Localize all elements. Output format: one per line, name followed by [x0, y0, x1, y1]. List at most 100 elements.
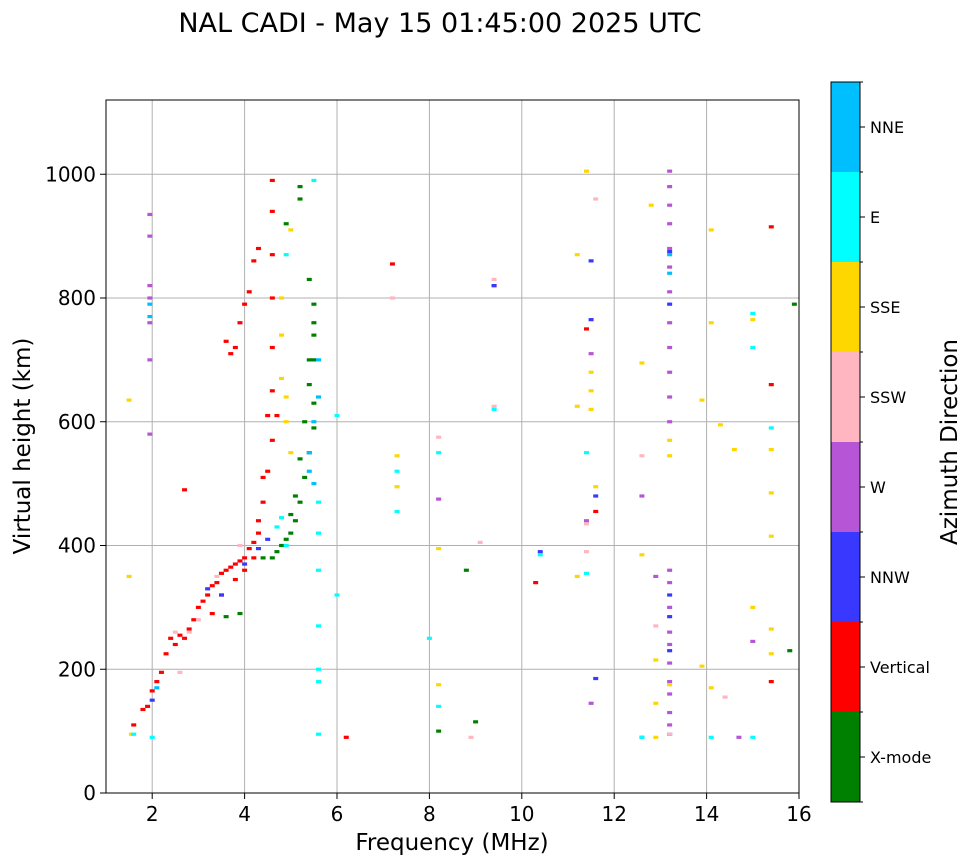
- data-point: [182, 636, 188, 640]
- data-point: [311, 426, 317, 430]
- data-point: [667, 249, 673, 254]
- data-point: [667, 222, 673, 226]
- colorbar-tick-label: NNE: [870, 118, 904, 137]
- data-point: [583, 550, 589, 554]
- data-point: [667, 661, 673, 665]
- data-point: [699, 398, 705, 402]
- data-point: [172, 642, 178, 647]
- colorbar-tick-label: X-mode: [870, 748, 931, 767]
- data-point: [588, 407, 594, 411]
- data-point: [186, 630, 192, 634]
- data-point: [131, 723, 137, 727]
- data-point: [583, 327, 589, 331]
- data-point: [265, 413, 271, 418]
- data-point: [214, 581, 220, 585]
- colorbar-frame: [830, 81, 861, 803]
- data-point: [653, 701, 659, 705]
- data-point: [593, 494, 599, 498]
- x-axis-ticks: 2 4 6 8 10 12 14 16: [146, 793, 812, 826]
- data-point: [269, 345, 275, 350]
- data-point: [297, 197, 303, 201]
- data-point: [343, 735, 349, 739]
- data-point: [334, 593, 340, 597]
- data-point: [292, 519, 298, 523]
- data-point: [251, 556, 257, 560]
- data-point: [274, 413, 280, 418]
- data-point: [667, 169, 673, 173]
- data-point: [436, 683, 442, 687]
- colorbar-segment: [831, 172, 860, 262]
- data-point: [394, 485, 400, 489]
- plot-background: [106, 100, 799, 793]
- data-point: [297, 457, 303, 461]
- data-point: [316, 568, 322, 572]
- data-point: [699, 664, 705, 668]
- data-point: [639, 735, 645, 739]
- data-point: [269, 296, 275, 300]
- data-point: [242, 562, 248, 566]
- x-tick-label: 10: [509, 802, 534, 826]
- data-point: [750, 639, 756, 644]
- data-point: [667, 203, 673, 207]
- data-point: [667, 454, 673, 458]
- data-point: [311, 333, 317, 337]
- y-tick-label: 400: [58, 534, 96, 558]
- chart-title: NAL CADI - May 15 01:45:00 2025 UTC: [178, 8, 701, 39]
- y-tick-label: 200: [58, 657, 96, 681]
- data-point: [750, 311, 756, 316]
- data-point: [214, 574, 220, 579]
- data-point: [223, 615, 229, 619]
- data-point: [242, 302, 248, 306]
- data-point: [316, 500, 322, 504]
- data-point: [667, 692, 673, 696]
- data-point: [593, 509, 599, 514]
- data-point: [436, 497, 442, 501]
- data-point: [588, 370, 594, 374]
- data-point: [209, 584, 215, 588]
- data-point: [583, 571, 589, 575]
- data-point: [667, 395, 673, 399]
- data-point: [667, 253, 673, 257]
- data-point: [195, 605, 201, 609]
- data-point: [195, 618, 201, 622]
- data-point: [537, 550, 543, 554]
- data-point: [297, 185, 303, 189]
- y-tick-label: 800: [58, 286, 96, 310]
- data-point: [667, 605, 673, 609]
- data-point: [667, 630, 673, 634]
- x-axis-label: Frequency (MHz): [355, 830, 548, 856]
- data-point: [306, 383, 312, 387]
- data-point: [708, 321, 714, 325]
- data-point: [667, 680, 673, 684]
- data-point: [768, 491, 774, 495]
- data-point: [667, 185, 673, 189]
- data-point: [269, 438, 275, 442]
- y-axis-label: Virtual height (km): [10, 338, 36, 555]
- data-point: [279, 376, 285, 381]
- data-point: [255, 546, 261, 551]
- data-point: [232, 577, 238, 582]
- colorbar-segment: [831, 532, 860, 622]
- data-point: [588, 352, 594, 356]
- data-point: [588, 318, 594, 322]
- colorbar: X-mode Vertical NNW W SSW SSE E NNE: [830, 81, 931, 803]
- data-point: [768, 627, 774, 631]
- series-sse: [126, 169, 774, 739]
- data-point: [232, 562, 238, 566]
- data-point: [283, 420, 289, 424]
- data-point: [237, 559, 243, 563]
- data-point: [583, 169, 589, 173]
- data-point: [463, 568, 469, 572]
- data-point: [491, 407, 497, 411]
- data-point: [583, 519, 589, 523]
- colorbar-tick-label: NNW: [870, 568, 910, 587]
- data-point: [750, 605, 756, 609]
- data-point: [182, 488, 188, 492]
- data-point: [149, 735, 155, 739]
- data-point: [768, 652, 774, 656]
- data-point: [750, 735, 756, 739]
- data-point: [269, 556, 275, 560]
- data-point: [200, 599, 206, 603]
- data-point: [279, 516, 285, 520]
- data-point: [237, 321, 243, 325]
